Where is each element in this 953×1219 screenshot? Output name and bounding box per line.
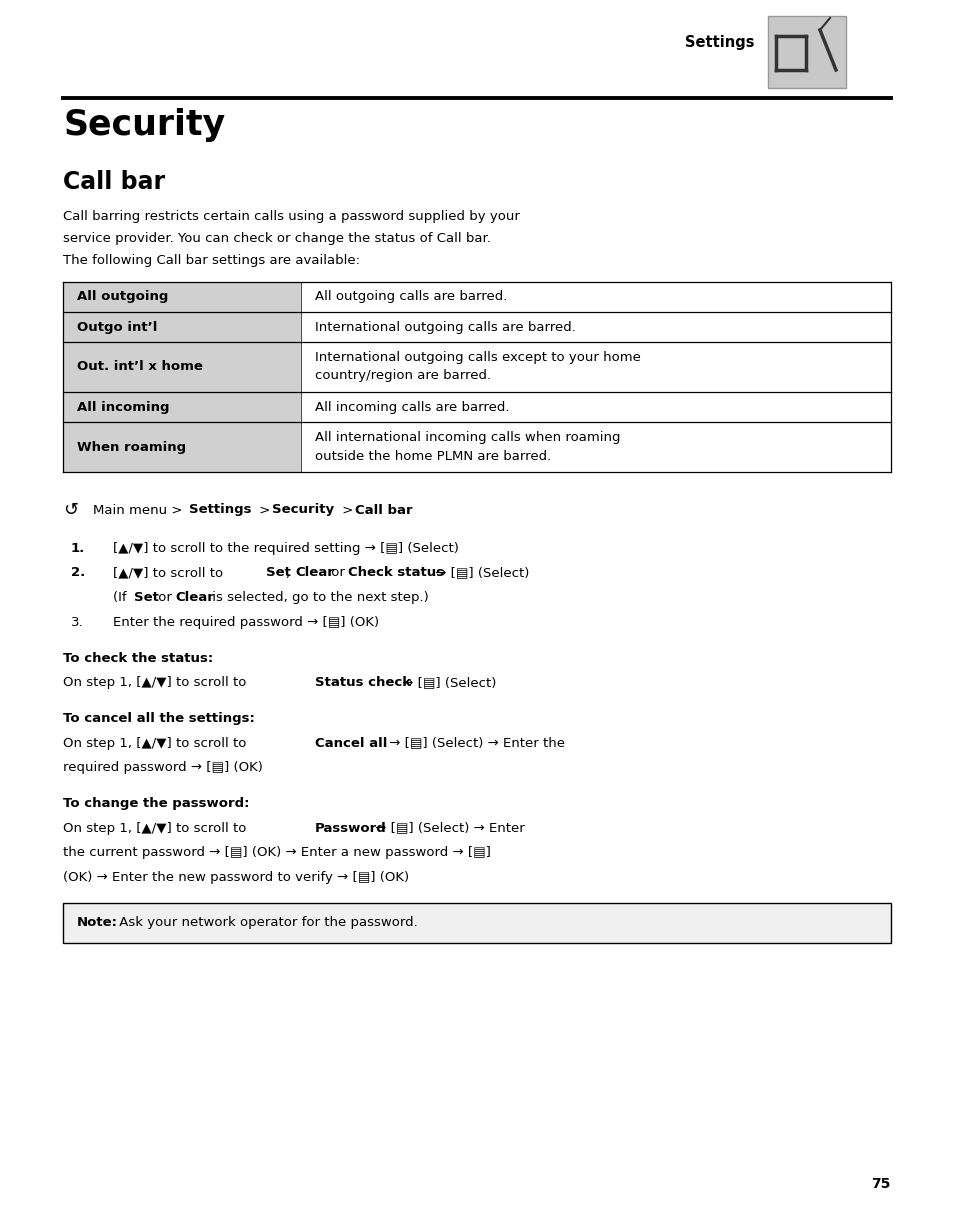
Text: The following Call bar settings are available:: The following Call bar settings are avai…	[63, 254, 359, 267]
Bar	[767, 16, 845, 88]
Text: or: or	[327, 567, 349, 579]
Text: 3.: 3.	[71, 616, 84, 629]
Text: → [▤] (Select) → Enter the: → [▤] (Select) → Enter the	[385, 736, 564, 750]
Text: 75: 75	[871, 1178, 890, 1191]
Text: All incoming: All incoming	[77, 401, 170, 413]
Text: → [▤] (Select): → [▤] (Select)	[431, 567, 529, 579]
Text: >: >	[337, 503, 357, 517]
Bar	[63, 422, 301, 472]
Bar	[63, 312, 301, 343]
Text: Set: Set	[133, 591, 159, 603]
Text: Call bar: Call bar	[355, 503, 413, 517]
Text: Password: Password	[314, 822, 386, 835]
Text: Check status: Check status	[348, 567, 444, 579]
Text: required password → [▤] (OK): required password → [▤] (OK)	[63, 761, 263, 774]
Text: Call barring restricts certain calls using a password supplied by your: Call barring restricts certain calls usi…	[63, 210, 519, 223]
Text: To change the password:: To change the password:	[63, 797, 250, 809]
Text: Enter the required password → [▤] (OK): Enter the required password → [▤] (OK)	[112, 616, 378, 629]
Text: the current password → [▤] (OK) → Enter a new password → [▤]: the current password → [▤] (OK) → Enter …	[63, 846, 491, 859]
Text: International outgoing calls are barred.: International outgoing calls are barred.	[314, 321, 576, 334]
Text: service provider. You can check or change the status of Call bar.: service provider. You can check or chang…	[63, 232, 491, 245]
Text: All outgoing calls are barred.: All outgoing calls are barred.	[314, 290, 507, 304]
Text: [▲/▼] to scroll to the required setting → [▤] (Select): [▲/▼] to scroll to the required setting …	[112, 542, 458, 555]
Text: Settings: Settings	[685, 34, 754, 50]
Text: Ask your network operator for the password.: Ask your network operator for the passwo…	[115, 915, 417, 929]
Text: On step 1, [▲/▼] to scroll to: On step 1, [▲/▼] to scroll to	[63, 822, 251, 835]
Text: Clear: Clear	[294, 567, 334, 579]
Text: International outgoing calls except to your home: International outgoing calls except to y…	[314, 351, 640, 364]
Bar	[63, 282, 301, 312]
Text: Cancel all: Cancel all	[314, 736, 387, 750]
Text: Main menu >: Main menu >	[92, 503, 187, 517]
Bar	[63, 343, 301, 393]
Text: ,: ,	[286, 567, 294, 579]
Text: To cancel all the settings:: To cancel all the settings:	[63, 712, 254, 725]
Bar	[63, 393, 301, 422]
Text: Outgo int’l: Outgo int’l	[77, 321, 157, 334]
Text: All outgoing: All outgoing	[77, 290, 168, 304]
Text: Out. int’l x home: Out. int’l x home	[77, 361, 203, 373]
Text: Set: Set	[266, 567, 291, 579]
Text: To check the status:: To check the status:	[63, 651, 213, 664]
Text: Clear: Clear	[174, 591, 213, 603]
Text: 2.: 2.	[71, 567, 85, 579]
Text: [▲/▼] to scroll to: [▲/▼] to scroll to	[112, 567, 227, 579]
Text: All incoming calls are barred.: All incoming calls are barred.	[314, 401, 509, 413]
Text: Note:: Note:	[77, 915, 118, 929]
Text: Status check: Status check	[314, 677, 411, 689]
Text: → [▤] (Select) → Enter: → [▤] (Select) → Enter	[371, 822, 524, 835]
Text: → [▤] (Select): → [▤] (Select)	[397, 677, 496, 689]
Text: Call bar: Call bar	[63, 169, 165, 194]
Text: Security: Security	[272, 503, 334, 517]
Text: country/region are barred.: country/region are barred.	[314, 369, 491, 383]
Text: When roaming: When roaming	[77, 440, 186, 453]
Text: (OK) → Enter the new password to verify → [▤] (OK): (OK) → Enter the new password to verify …	[63, 870, 409, 884]
Text: Settings: Settings	[189, 503, 252, 517]
Text: >: >	[254, 503, 274, 517]
Text: On step 1, [▲/▼] to scroll to: On step 1, [▲/▼] to scroll to	[63, 736, 251, 750]
Text: (If: (If	[112, 591, 131, 603]
Text: On step 1, [▲/▼] to scroll to: On step 1, [▲/▼] to scroll to	[63, 677, 251, 689]
Text: 1.: 1.	[71, 542, 85, 555]
Text: Security: Security	[63, 108, 225, 141]
Bar	[63, 902, 890, 942]
Text: or: or	[153, 591, 176, 603]
Text: ↺: ↺	[63, 501, 78, 519]
Text: outside the home PLMN are barred.: outside the home PLMN are barred.	[314, 450, 551, 462]
Text: is selected, go to the next step.): is selected, go to the next step.)	[208, 591, 428, 603]
Text: All international incoming calls when roaming: All international incoming calls when ro…	[314, 432, 619, 445]
